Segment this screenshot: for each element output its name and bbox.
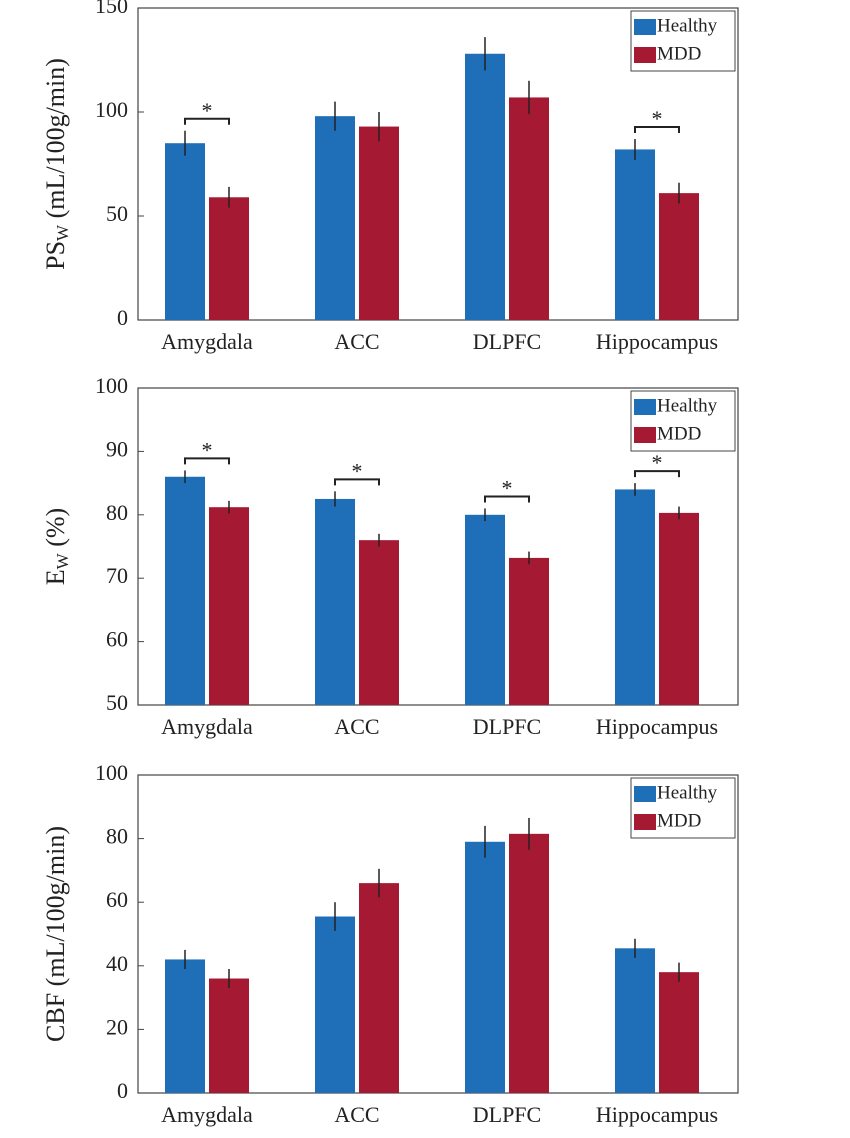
x-tick-label: Amygdala	[161, 714, 253, 739]
legend-label: Healthy	[657, 395, 718, 416]
y-label-sub: W	[53, 552, 72, 569]
x-tick-label: ACC	[334, 714, 379, 739]
legend-label: MDD	[657, 810, 701, 831]
significance-bracket	[184, 117, 230, 125]
y-label-suffix: (mL/100g/min)	[41, 58, 70, 225]
y-tick-label: 0	[117, 305, 128, 330]
y-tick-label: 20	[106, 1014, 128, 1039]
y-axis-label: PSW (mL/100g/min)	[41, 58, 72, 270]
legend-label: MDD	[657, 43, 701, 64]
legend-label: Healthy	[657, 782, 718, 803]
significance-marker: *	[202, 98, 213, 123]
y-label-main: PS	[41, 241, 70, 270]
x-tick-label: Hippocampus	[596, 329, 718, 354]
significance-marker: *	[652, 450, 663, 475]
bar	[465, 53, 505, 320]
y-tick-label: 90	[106, 436, 128, 461]
plot-frame	[137, 387, 739, 706]
significance-bracket	[484, 495, 530, 503]
x-tick-label: DLPFC	[473, 329, 541, 354]
significance-marker: *	[352, 458, 363, 483]
legend-swatch	[634, 814, 656, 830]
bar	[659, 193, 699, 320]
x-tick-label: DLPFC	[473, 714, 541, 739]
bar	[359, 883, 399, 1093]
legend-label: MDD	[657, 423, 701, 444]
y-tick-label: 50	[106, 690, 128, 715]
significance-bracket	[184, 457, 230, 465]
significance-marker: *	[652, 106, 663, 131]
bar	[359, 126, 399, 320]
significance-bracket	[634, 470, 680, 478]
y-tick-label: 50	[106, 201, 128, 226]
y-tick-label: 40	[106, 951, 128, 976]
y-label-main: E	[41, 569, 70, 585]
bar	[209, 197, 249, 320]
legend-swatch	[634, 427, 656, 443]
bar	[509, 97, 549, 320]
bar	[509, 557, 549, 705]
bar	[659, 512, 699, 705]
x-tick-label: ACC	[334, 329, 379, 354]
x-tick-label: ACC	[334, 1102, 379, 1127]
plot-frame	[137, 7, 739, 321]
bar	[209, 978, 249, 1093]
x-tick-label: Hippocampus	[596, 1102, 718, 1127]
bar	[465, 514, 505, 705]
y-tick-label: 80	[106, 500, 128, 525]
y-label-main: CBF (mL/100g/min)	[41, 826, 70, 1042]
y-tick-label: 60	[106, 887, 128, 912]
y-tick-label: 150	[95, 0, 128, 18]
y-tick-label: 100	[95, 760, 128, 785]
bar	[509, 833, 549, 1093]
y-axis-label: EW (%)	[41, 508, 72, 585]
x-tick-label: Hippocampus	[596, 714, 718, 739]
bar	[315, 116, 355, 320]
bar	[209, 507, 249, 705]
bar	[659, 972, 699, 1093]
y-tick-label: 60	[106, 627, 128, 652]
y-label-suffix: (%)	[41, 508, 70, 553]
plot-frame	[137, 774, 739, 1094]
x-tick-label: Amygdala	[161, 1102, 253, 1127]
y-tick-label: 70	[106, 563, 128, 588]
legend-label: Healthy	[657, 15, 718, 36]
bar	[465, 841, 505, 1093]
bar	[165, 476, 205, 705]
legend-swatch	[634, 786, 656, 802]
legend-swatch	[634, 47, 656, 63]
y-label-sub: W	[53, 224, 72, 241]
significance-bracket	[634, 126, 680, 134]
x-tick-label: DLPFC	[473, 1102, 541, 1127]
legend-swatch	[634, 19, 656, 35]
bar	[615, 149, 655, 320]
significance-marker: *	[502, 476, 513, 501]
significance-bracket	[334, 478, 380, 486]
x-tick-label: Amygdala	[161, 329, 253, 354]
bar	[359, 540, 399, 705]
bar	[165, 143, 205, 320]
bar	[615, 948, 655, 1093]
y-tick-label: 80	[106, 824, 128, 849]
y-tick-label: 100	[95, 373, 128, 398]
bar	[315, 916, 355, 1093]
bar	[615, 489, 655, 705]
significance-marker: *	[202, 437, 213, 462]
bar	[165, 959, 205, 1093]
y-axis-label: CBF (mL/100g/min)	[41, 826, 70, 1042]
y-tick-label: 0	[117, 1078, 128, 1103]
y-tick-label: 100	[95, 97, 128, 122]
legend-swatch	[634, 399, 656, 415]
bar	[315, 498, 355, 705]
